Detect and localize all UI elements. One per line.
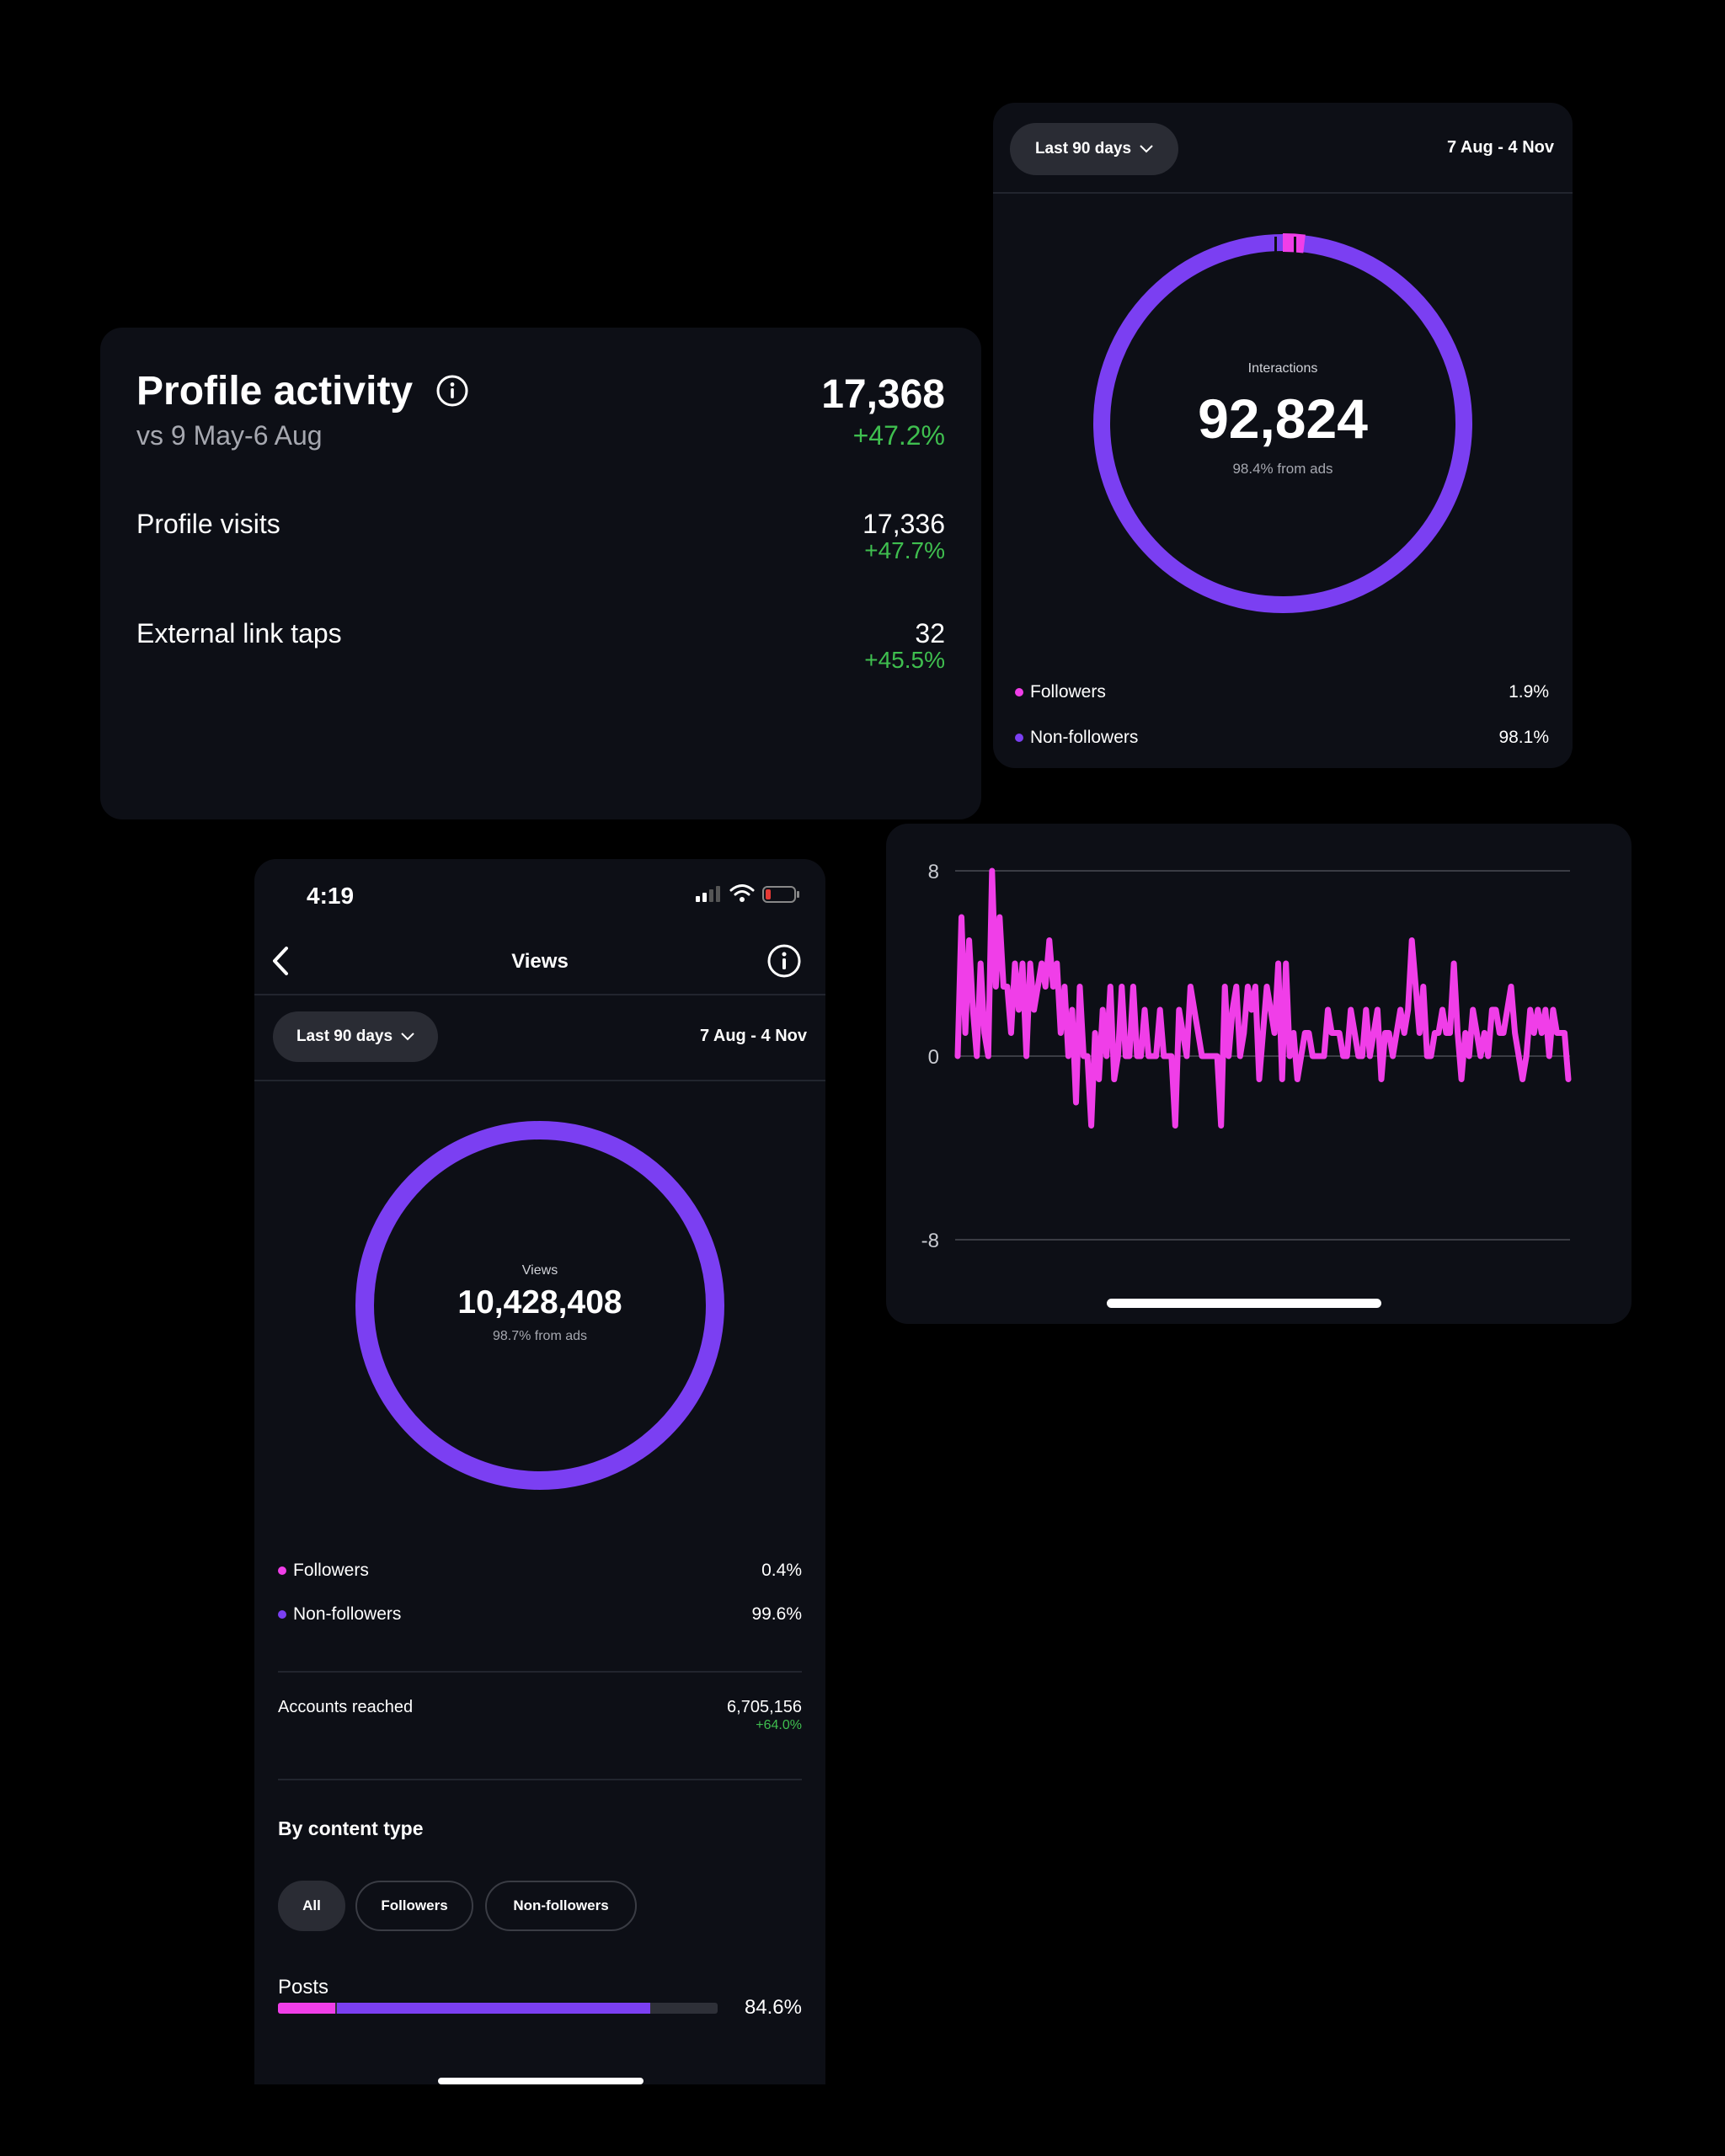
status-time: 4:19	[307, 883, 355, 909]
battery-icon	[762, 886, 799, 903]
ring-metric-value: 10,428,408	[457, 1284, 622, 1321]
posts-followers-fill	[278, 2003, 335, 2014]
ring-metric-value: 92,824	[1198, 387, 1368, 450]
metric-label: Accounts reached	[278, 1698, 414, 1716]
divider	[278, 1671, 802, 1673]
legend-followers: Followers 0.4%	[278, 1561, 802, 1581]
date-range-dropdown[interactable]: Last 90 days	[1010, 123, 1178, 175]
info-icon[interactable]	[435, 374, 469, 408]
legend-value: 98.1%	[1498, 728, 1549, 747]
metric-label: Profile visits	[136, 509, 280, 539]
daily-line-chart-card: 8 0 -8	[886, 824, 1632, 1324]
metric-row-profile-visits[interactable]: Profile visits 17,336 +47.7%	[136, 509, 945, 576]
interactions-donut	[1092, 233, 1473, 614]
divider	[278, 1779, 802, 1780]
signal-icon	[696, 886, 720, 902]
legend-followers: Followers 1.9%	[1015, 682, 1549, 702]
interactions-card: Last 90 days 7 Aug - 4 Nov Interactions …	[993, 103, 1573, 768]
legend-value: 1.9%	[1509, 682, 1549, 702]
profile-activity-change: +47.2%	[852, 420, 945, 451]
followers-arc	[1092, 233, 1473, 614]
ring-metric-subtitle: 98.4% from ads	[1232, 461, 1333, 477]
non-followers-dot	[1015, 734, 1023, 743]
non-followers-arc	[355, 1121, 724, 1490]
metric-change: +47.7%	[864, 537, 945, 563]
metric-value: 32	[915, 618, 945, 648]
ring-metric-label: Interactions	[1247, 361, 1318, 376]
metric-row-external-link-taps[interactable]: External link taps 32 +45.5%	[136, 618, 945, 686]
legend-label: Non-followers	[1030, 728, 1139, 747]
divider	[254, 994, 825, 995]
back-arrow-icon[interactable]	[268, 945, 293, 977]
chevron-down-icon	[401, 1033, 414, 1041]
divider	[254, 1080, 825, 1081]
line-chart: 8 0 -8	[921, 861, 1572, 1252]
series-line	[954, 867, 1572, 1129]
metric-label: External link taps	[136, 618, 342, 648]
comparison-period: vs 9 May-6 Aug	[136, 420, 323, 451]
ring-metric-subtitle: 98.7% from ads	[492, 1329, 588, 1343]
chip-all[interactable]: All	[278, 1881, 345, 1931]
ring-metric-label: Views	[521, 1263, 558, 1278]
arc-gap	[1294, 237, 1296, 255]
legend-value: 99.6%	[751, 1604, 802, 1624]
followers-dot	[278, 1566, 286, 1576]
posts-progress-track	[278, 2003, 718, 2014]
profile-activity-total: 17,368	[821, 372, 945, 417]
accounts-reached-row[interactable]: Accounts reached 6,705,156 +64.0%	[278, 1698, 802, 1740]
home-indicator[interactable]	[1107, 1299, 1381, 1308]
divider	[993, 192, 1573, 194]
screen-title: Views	[511, 950, 569, 973]
views-screen: 4:19 Views Last 90 days 7 Aug - 4 Nov Vi…	[254, 859, 825, 2084]
metric-change: +64.0%	[756, 1718, 802, 1732]
legend-non-followers: Non-followers 98.1%	[1015, 728, 1549, 748]
profile-activity-title: Profile activity	[136, 369, 414, 414]
posts-non-followers-fill	[336, 2003, 650, 2014]
section-heading: By content type	[278, 1817, 424, 1839]
non-followers-dot	[278, 1610, 286, 1620]
metric-value: 17,336	[862, 509, 945, 539]
date-range-dropdown[interactable]: Last 90 days	[273, 1011, 438, 1062]
wifi-icon	[729, 884, 755, 902]
legend-label: Non-followers	[293, 1604, 402, 1624]
metric-change: +45.5%	[864, 647, 945, 673]
views-donut	[355, 1121, 724, 1490]
legend-non-followers: Non-followers 99.6%	[278, 1604, 802, 1625]
followers-dot	[1015, 688, 1023, 697]
info-icon[interactable]	[766, 943, 802, 979]
chevron-down-icon	[1140, 145, 1153, 153]
metric-value: 6,705,156	[727, 1698, 802, 1716]
y-tick-label: 0	[928, 1046, 939, 1069]
date-range-label: 7 Aug - 4 Nov	[1446, 138, 1554, 157]
chip-followers[interactable]: Followers	[355, 1881, 473, 1931]
posts-label: Posts	[278, 1976, 329, 1999]
chip-non-followers[interactable]: Non-followers	[485, 1881, 637, 1931]
posts-percentage: 84.6%	[744, 1996, 802, 2019]
y-tick-label: 8	[928, 861, 939, 883]
dropdown-label: Last 90 days	[296, 1027, 393, 1045]
dropdown-label: Last 90 days	[1034, 140, 1132, 157]
y-tick-label: -8	[921, 1230, 939, 1252]
profile-activity-card: Profile activity vs 9 May-6 Aug 17,368 +…	[100, 328, 981, 819]
date-range-label: 7 Aug - 4 Nov	[699, 1027, 807, 1045]
legend-label: Followers	[1030, 682, 1106, 702]
home-indicator[interactable]	[438, 2078, 644, 2084]
legend-value: 0.4%	[761, 1561, 802, 1580]
legend-label: Followers	[293, 1561, 369, 1580]
arc-gap	[1274, 237, 1277, 255]
